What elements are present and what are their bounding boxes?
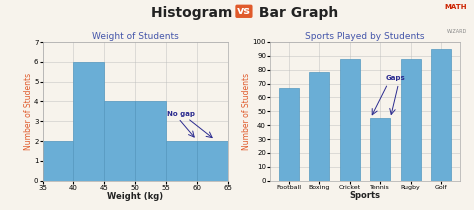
Text: Gaps: Gaps <box>386 75 405 81</box>
Bar <box>310 72 329 181</box>
Bar <box>431 49 451 181</box>
Title: Weight of Students: Weight of Students <box>91 32 179 41</box>
Bar <box>370 118 390 181</box>
Bar <box>166 141 197 181</box>
Bar <box>73 62 104 181</box>
Y-axis label: Number of Students: Number of Students <box>24 73 33 150</box>
Bar <box>279 88 299 181</box>
Y-axis label: Number of Students: Number of Students <box>242 73 251 150</box>
Title: Sports Played by Students: Sports Played by Students <box>305 32 425 41</box>
Text: vs: vs <box>237 6 251 16</box>
Text: MATH: MATH <box>445 4 467 10</box>
Bar <box>197 141 228 181</box>
Text: Bar Graph: Bar Graph <box>254 6 338 20</box>
Bar <box>340 59 360 181</box>
Text: Histogram: Histogram <box>151 6 237 20</box>
Bar <box>135 101 166 181</box>
Bar <box>104 101 135 181</box>
Text: No gap: No gap <box>167 111 195 117</box>
X-axis label: Weight (kg): Weight (kg) <box>107 192 163 201</box>
X-axis label: Sports: Sports <box>349 191 381 200</box>
Bar <box>43 141 73 181</box>
Text: WIZARD: WIZARD <box>447 29 467 34</box>
Bar <box>401 59 420 181</box>
